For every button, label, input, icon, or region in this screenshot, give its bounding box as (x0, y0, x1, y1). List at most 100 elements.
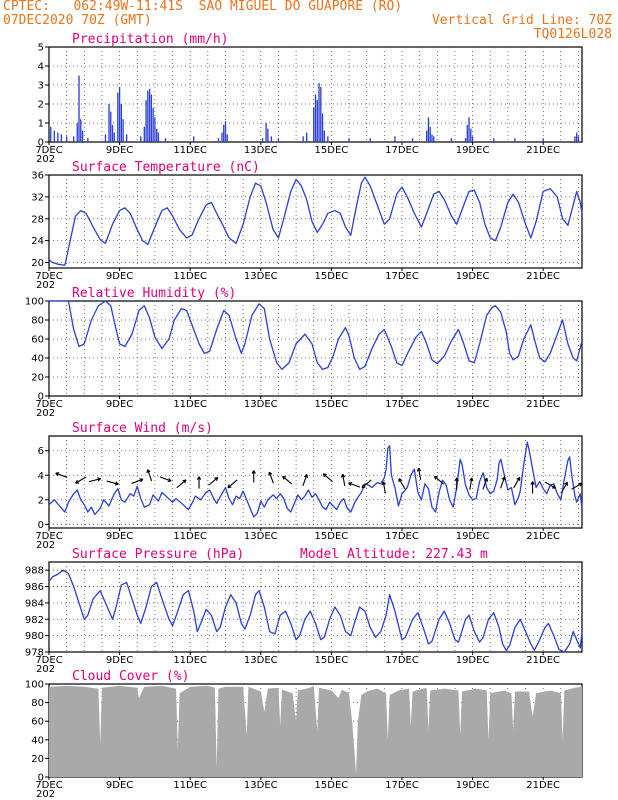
panel-frame (48, 300, 583, 397)
panel-title: Precipitation (mm/h) (72, 32, 229, 47)
y-tick-label: 4 (38, 62, 44, 73)
wind-arrow (361, 479, 372, 489)
series-line (48, 569, 583, 653)
y-tick-label: 20 (31, 258, 44, 269)
precip-bar (60, 134, 63, 142)
precip-bar (81, 130, 84, 142)
precip-bar (143, 126, 145, 142)
x-tick-label: 17DEC (385, 531, 419, 542)
wind-arrow (208, 476, 219, 486)
precip-bar (104, 134, 107, 142)
precip-bar (464, 138, 467, 142)
precip-bar (145, 100, 147, 142)
precip-bar (542, 138, 544, 142)
y-tick-label: 0 (38, 138, 44, 149)
wind-arrow (469, 477, 474, 490)
x-tick-label: 13DEC (244, 145, 278, 156)
precip-bar (493, 138, 495, 142)
x-tick-label: 15DEC (315, 145, 349, 156)
x-tick-label: 13DEC (244, 271, 278, 282)
series-line (48, 176, 583, 266)
precip-bar (110, 111, 112, 142)
y-tick-label: 984 (25, 598, 44, 609)
wind-arrow (268, 471, 274, 484)
x-tick-label: 15DEC (315, 780, 349, 791)
x-tick-label: 7DEC (35, 655, 62, 666)
x-tick-label: 11DEC (173, 399, 207, 410)
x-tick-label: 13DEC (244, 655, 278, 666)
precip-bar (577, 136, 580, 142)
precip-bar (426, 130, 428, 142)
precip-bar (318, 83, 320, 142)
x-tick-label: 17DEC (385, 780, 419, 791)
header-grid-line: Vertical Grid Line: 70Z (431, 13, 612, 28)
wind-arrow (75, 476, 87, 484)
precip-bar (80, 119, 82, 142)
y-tick-label: 988 (25, 566, 44, 577)
y-tick-label: 40 (31, 735, 44, 746)
wind-arrow (482, 477, 489, 490)
x-tick-label: 15DEC (315, 531, 349, 542)
precip-bar (87, 138, 89, 142)
x-tick-label: 9DEC (106, 271, 133, 282)
x-tick-label: 19DEC (456, 531, 490, 542)
y-tick-label: 2 (38, 495, 44, 506)
panel-title: Relative Humidity (%) (72, 286, 236, 301)
y-tick-label: 0 (38, 773, 44, 784)
header-line1: CPTEC: 062:49W-11:41S SAO MIGUEL DO GUAP… (3, 0, 403, 14)
wind-arrow (282, 475, 293, 485)
panel-frame (48, 435, 583, 529)
x-tick-label: 9DEC (106, 531, 133, 542)
x-tick-label: 11DEC (173, 780, 207, 791)
x-tick-label: 11DEC (173, 271, 207, 282)
y-tick-label: 0 (38, 392, 44, 403)
y-tick-label: 980 (25, 631, 44, 642)
precip-bar (316, 100, 318, 142)
precip-bar (321, 113, 324, 142)
y-tick-label: 100 (25, 297, 44, 308)
series-line (49, 300, 583, 371)
x-tick-label: 19DEC (456, 399, 490, 410)
wind-arrow (88, 477, 102, 483)
x-tick-label: 19DEC (456, 271, 490, 282)
wind-arrow (227, 479, 238, 489)
precip-bar (140, 136, 142, 142)
y-tick-label: 982 (25, 615, 44, 626)
x-tick-label: 21DEC (526, 780, 560, 791)
panel-title: Surface Temperature (nC) (72, 160, 260, 175)
panel-title: Cloud Cover (%) (72, 669, 189, 684)
x-tick-label: 21DEC (526, 271, 560, 282)
x-tick-label: 21DEC (526, 399, 560, 410)
precip-bar (148, 88, 151, 142)
y-tick-label: 0 (38, 520, 44, 531)
precip-bar (470, 128, 472, 142)
y-tick-label: 80 (31, 316, 44, 327)
x-tick-label: 19DEC (456, 655, 490, 666)
precip-bar (157, 132, 160, 142)
y-tick-label: 20 (31, 754, 44, 765)
precip-bar (76, 123, 78, 142)
wind-arrow (544, 481, 556, 489)
precip-bar (53, 130, 55, 142)
precip-bar (433, 136, 435, 142)
y-tick-label: 1 (38, 119, 44, 130)
precip-bar (117, 92, 119, 142)
precip-bar (223, 124, 225, 142)
cloud-cover-area (49, 685, 582, 777)
x-tick-label: 21DEC (526, 655, 560, 666)
precip-bar (471, 136, 474, 142)
x-tick-label: 9DEC (106, 145, 133, 156)
precip-bar (302, 136, 304, 142)
x-tick-label: 7DEC (35, 531, 62, 542)
model-altitude: Model Altitude: 227.43 m (300, 547, 488, 562)
y-tick-label: 80 (31, 698, 44, 709)
precip-bar (152, 107, 154, 142)
wind-arrow (176, 479, 187, 489)
precip-bar (226, 134, 228, 142)
y-tick-label: 4 (38, 471, 44, 482)
x-tick-label: 7DEC (35, 271, 62, 282)
wind-arrow (302, 474, 309, 486)
precip-bar (65, 136, 68, 142)
y-tick-label: 100 (25, 680, 44, 691)
